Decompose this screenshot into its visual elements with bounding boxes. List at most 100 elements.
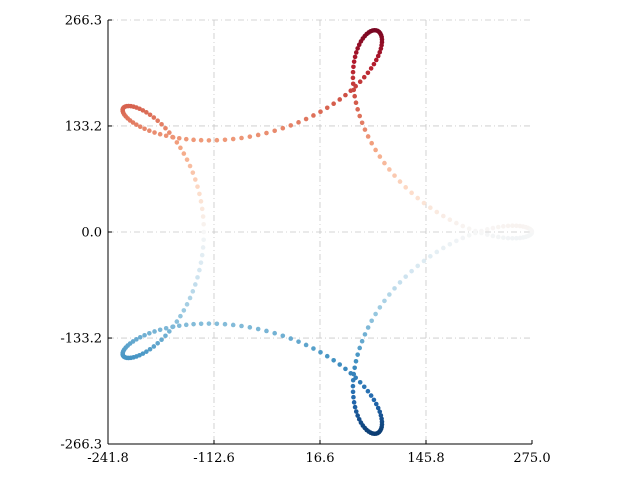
data-point (387, 167, 392, 172)
y-tick-label: 266.3 (65, 14, 102, 29)
data-point (365, 134, 371, 139)
data-point (288, 336, 294, 341)
data-point (351, 371, 357, 377)
data-point (357, 113, 363, 119)
data-point (163, 325, 169, 331)
data-point (324, 353, 330, 359)
data-point (501, 235, 506, 240)
data-point (176, 135, 182, 141)
data-point (174, 140, 180, 145)
data-point (170, 135, 176, 140)
data-point (190, 289, 196, 294)
data-point (441, 213, 446, 219)
data-point (352, 404, 358, 410)
data-point (157, 131, 163, 137)
data-point (318, 349, 323, 355)
data-point (428, 205, 433, 211)
data-point (361, 384, 367, 390)
data-point (230, 322, 236, 328)
x-tick-label: 275.0 (513, 451, 550, 466)
data-point (288, 123, 294, 128)
data-point (350, 389, 356, 395)
data-point (303, 116, 309, 122)
data-point (505, 235, 511, 241)
data-point (195, 275, 200, 280)
data-point (397, 280, 403, 285)
data-point (184, 302, 190, 307)
data-point (485, 227, 490, 232)
data-point (337, 97, 343, 102)
tick-labels: -241.8 -112.6 16.6 145.8 275.0 266.3 133.2 0.0 -… (60, 14, 550, 467)
data-point (434, 209, 440, 215)
data-point (454, 238, 459, 244)
data-point (355, 46, 360, 51)
data-point (151, 115, 157, 120)
data-point (454, 220, 459, 226)
data-point (421, 200, 427, 206)
data-point (163, 333, 168, 339)
data-point (191, 321, 196, 327)
data-point (355, 107, 360, 112)
data-point (155, 118, 160, 124)
data-point (170, 324, 175, 330)
data-point (348, 88, 354, 93)
data-point (174, 319, 180, 324)
data-point (200, 245, 206, 250)
data-point (415, 263, 421, 269)
data-point (264, 328, 269, 334)
data-point (356, 416, 362, 422)
data-point (311, 346, 316, 351)
data-point (200, 214, 206, 219)
data-point (144, 349, 149, 354)
data-point (152, 130, 157, 135)
data-point (198, 260, 204, 265)
data-point (142, 126, 147, 132)
y-tick-label: 0.0 (81, 226, 102, 241)
data-point (137, 124, 143, 130)
data-point (377, 154, 383, 159)
data-point (142, 332, 147, 338)
data-point (201, 229, 207, 235)
data-point (355, 352, 360, 357)
data-point (350, 377, 356, 383)
data-point (350, 69, 356, 75)
data-point (247, 325, 253, 330)
data-point (193, 177, 198, 182)
data-point (178, 313, 183, 319)
data-point (352, 54, 358, 60)
data-point (144, 110, 149, 115)
data-point (466, 232, 472, 238)
data-point (255, 132, 261, 138)
data-point (190, 170, 196, 175)
data-point (375, 405, 381, 411)
data-point (280, 333, 286, 339)
data-point (191, 137, 196, 143)
data-point (355, 413, 360, 418)
data-point (473, 230, 478, 236)
data-point (193, 282, 198, 287)
data-point (198, 137, 204, 143)
data-point (201, 237, 206, 243)
data-point (362, 127, 368, 132)
data-point (303, 342, 309, 348)
data-point (460, 223, 466, 229)
data-point (362, 332, 368, 337)
data-point (421, 258, 427, 264)
data-point (428, 253, 433, 259)
data-point (140, 108, 146, 113)
data-point (466, 226, 472, 232)
data-point (201, 221, 206, 227)
data-point (357, 379, 363, 385)
data-point (147, 112, 153, 118)
data-point (199, 252, 205, 258)
data-point (352, 365, 357, 371)
data-point (382, 298, 387, 304)
data-point (197, 267, 202, 273)
data-point (214, 137, 220, 143)
data-point (375, 53, 381, 59)
data-point (178, 145, 183, 151)
data-point (479, 228, 484, 234)
x-tick-label: -112.6 (193, 451, 235, 466)
data-point (351, 59, 357, 64)
data-points (120, 27, 535, 437)
